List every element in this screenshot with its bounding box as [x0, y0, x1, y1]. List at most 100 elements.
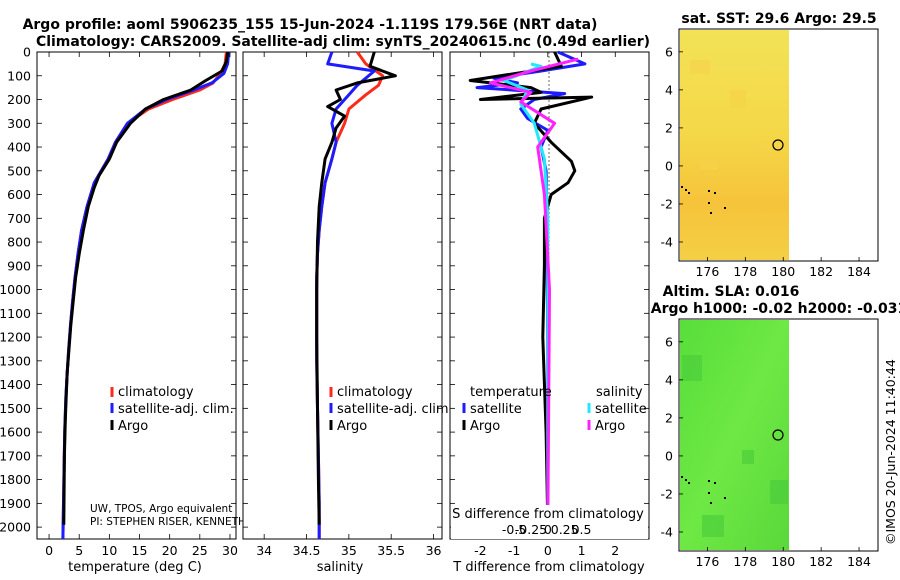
temperature-xlabel: temperature (deg C): [68, 560, 202, 575]
legend-satellite-label: satellite-adj. clim.: [118, 402, 234, 417]
sst-map-panel: sat. SST: 29.6 Argo: 29.5 176 178 180 182 18…: [661, 11, 879, 279]
x-tick-label: 15: [132, 543, 148, 558]
y-tick-label: 1100: [0, 306, 31, 321]
legend-climatology-label: climatology: [118, 385, 194, 400]
x2-tick-label: 0.5: [572, 522, 592, 537]
series-line-salinity-argo: [489, 57, 579, 528]
map-x-tick-label: 178: [733, 554, 757, 569]
x-tick-label: -2: [474, 543, 486, 558]
legend2-climatology-label: climatology: [337, 385, 413, 400]
y-tick-label: 1800: [0, 472, 31, 487]
sla-title-line1: Altim. SLA: 0.016: [663, 284, 800, 300]
note-line1: UW, TPOS, Argo equivalent: [90, 503, 232, 515]
legend2-argo-label: Argo: [337, 419, 367, 434]
legend-argo-label: Argo: [118, 419, 148, 434]
x-tick-label: 1: [578, 543, 586, 558]
x-tick-label: 20: [162, 543, 178, 558]
imos-timestamp: ©IMOS 20-Jun-2024 11:40:44: [883, 359, 898, 545]
plot-title-line1: Argo profile: aoml 5906235_155 15-Jun-20…: [23, 17, 598, 33]
x2-tick-label: 0.25: [551, 522, 579, 537]
x-tick-label: 36: [426, 543, 442, 558]
x-tick-label: 2: [611, 543, 619, 558]
temperature-panel: 0100200300400500600700800900100011001200…: [0, 45, 246, 576]
legend-temp-satellite-label: satellite: [470, 402, 522, 417]
y-tick-label: 600: [7, 187, 31, 202]
temperature-axes-box: [36, 51, 237, 540]
map-y-tick-label: -2: [661, 196, 673, 211]
map-y-tick-label: 6: [665, 44, 673, 59]
legend-sal-satellite-label: satellite: [595, 402, 647, 417]
map-y-tick-label: 0: [665, 158, 673, 173]
y-tick-label: 0: [23, 45, 31, 60]
sst-land-dots: [681, 186, 726, 214]
y-tick-label: 100: [7, 68, 31, 83]
sst-patches: [690, 60, 780, 170]
x-tick-label: 25: [192, 543, 208, 558]
y-tick-label: 500: [7, 163, 31, 178]
y-tick-label: 700: [7, 211, 31, 226]
legend-temperature-header: temperature: [470, 385, 552, 400]
x-tick-label: 35.5: [377, 543, 405, 558]
y-tick-label: 1500: [0, 401, 31, 416]
series-line-argo: [62, 51, 230, 525]
salinity-axes-box: [242, 51, 443, 540]
series-line-temperature-argo: [468, 51, 594, 525]
sla-land-dots: [681, 476, 726, 504]
x-tick-label: 30: [222, 543, 238, 558]
map-x-tick-label: 176: [695, 554, 719, 569]
map-y-tick-label: -4: [661, 234, 674, 249]
difference-panel: -2 -1 0 1 2 temperature salinity satellite A…: [449, 50, 650, 575]
y-tick-label: 1700: [0, 448, 31, 463]
map-y-tick-label: -2: [661, 486, 673, 501]
y-tick-label: 2000: [0, 520, 31, 535]
x2-tick-label: -0.5: [502, 522, 526, 537]
x-tick-label: 5: [75, 543, 83, 558]
x-tick-label: 35: [341, 543, 357, 558]
x-tick-label: 34.5: [293, 543, 321, 558]
map-x-tick-label: 182: [809, 264, 833, 279]
y-tick-label: 1600: [0, 425, 31, 440]
legend-sal-argo-label: Argo: [595, 419, 625, 434]
x-tick-label: 34: [256, 543, 272, 558]
map-y-tick-label: 6: [665, 334, 673, 349]
y-tick-label: 800: [7, 235, 31, 250]
map-y-tick-label: 2: [665, 120, 673, 135]
map-y-tick-label: 4: [665, 372, 673, 387]
y-tick-label: 1000: [0, 282, 31, 297]
x-tick-label: 0: [544, 543, 552, 558]
x-tick-label: -1: [508, 543, 520, 558]
x-tick-label: 0: [45, 543, 53, 558]
y-tick-label: 900: [7, 258, 31, 273]
sst-argo-position-marker: [772, 139, 784, 151]
t-difference-xlabel: T difference from climatology: [452, 560, 645, 575]
series-line-argo: [315, 51, 397, 525]
y-tick-label: 1400: [0, 377, 31, 392]
y-tick-label: 1200: [0, 330, 31, 345]
legend-temp-argo-label: Argo: [470, 419, 500, 434]
y-tick-label: 400: [7, 140, 31, 155]
map-x-tick-label: 182: [809, 554, 833, 569]
sla-title-line2: Argo h1000: -0.02 h2000: -0.031: [651, 301, 900, 317]
salinity-xlabel: salinity: [317, 560, 364, 575]
legend2-satellite-label: satellite-adj. clim.: [337, 402, 453, 417]
map-y-tick-label: 2: [665, 410, 673, 425]
sst-title: sat. SST: 29.6 Argo: 29.5: [681, 11, 876, 27]
sla-argo-position-marker: [772, 429, 784, 441]
x2-tick-label: -0.25: [515, 522, 547, 537]
sla-patches: [682, 355, 788, 537]
s-diff-label-bg: [451, 505, 648, 539]
y-tick-label: 300: [7, 116, 31, 131]
salinity-panel: 34 34.5 35 35.5 36 salinity climatology sate…: [242, 51, 453, 575]
map-x-tick-label: 184: [847, 554, 871, 569]
y-tick-label: 1300: [0, 353, 31, 368]
map-y-tick-label: 4: [665, 82, 673, 97]
x2-tick-label: 0: [544, 522, 552, 537]
x-tick-label: 10: [101, 543, 117, 558]
map-x-tick-label: 176: [695, 264, 719, 279]
legend-salinity-header: salinity: [596, 385, 643, 400]
note-line2: PI: STEPHEN RISER, KENNETH: [90, 516, 246, 528]
map-x-tick-label: 178: [733, 264, 757, 279]
map-x-tick-label: 180: [771, 264, 795, 279]
s-difference-label: S difference from climatology: [452, 507, 644, 522]
y-tick-label: 200: [7, 92, 31, 107]
